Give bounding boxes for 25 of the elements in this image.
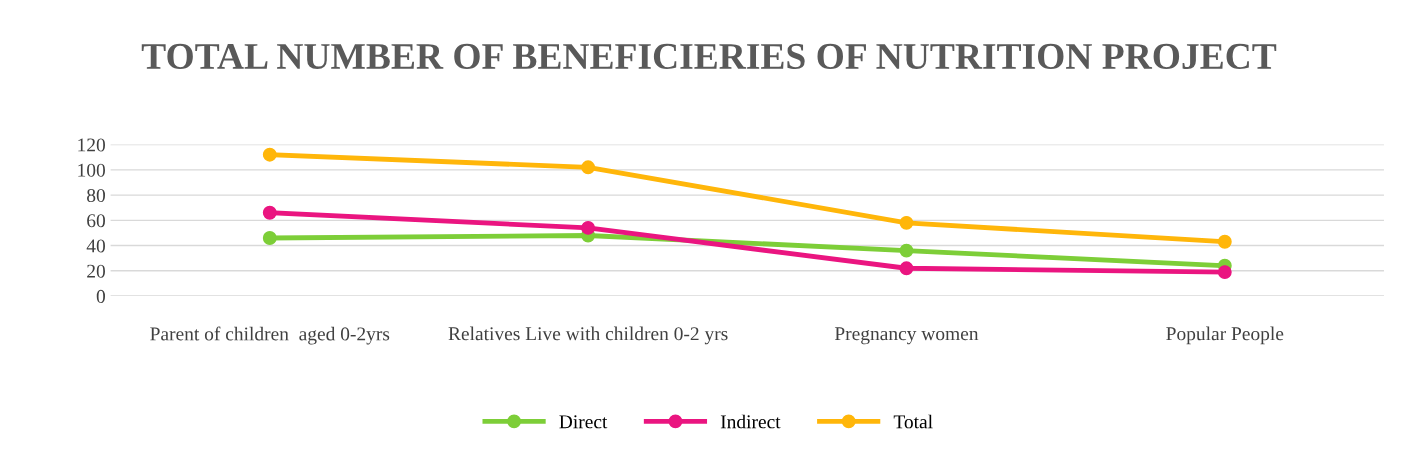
point bbox=[262, 231, 277, 245]
point bbox=[1217, 265, 1232, 280]
x-tick-label: Pregnancy women bbox=[834, 327, 979, 345]
legend-label: Direct bbox=[559, 415, 608, 429]
y-tick-label: 40 bbox=[86, 239, 105, 253]
y-tick-label: 0 bbox=[96, 289, 105, 303]
x-tick-label: Popular People bbox=[1166, 326, 1284, 345]
point bbox=[899, 243, 914, 258]
point bbox=[899, 215, 914, 230]
point bbox=[1217, 234, 1232, 249]
legend-label: Total bbox=[893, 414, 933, 429]
point bbox=[262, 205, 277, 220]
y-tick-label: 20 bbox=[87, 264, 105, 278]
x-tick-label: Parent of children aged 0-2yrs bbox=[150, 326, 390, 345]
chart-title: TOTAL NUMBER OF BENEFICIERIES OF NUTRITION PROJECT bbox=[141, 43, 1277, 70]
point bbox=[262, 147, 277, 162]
x-tick-label: Relatives Live with children 0-2 yrs bbox=[448, 326, 728, 345]
y-tick-label: 60 bbox=[87, 214, 105, 228]
y-tick-label: 80 bbox=[87, 188, 105, 203]
legend-label: Indirect bbox=[720, 414, 781, 429]
y-tick-label: 120 bbox=[78, 138, 105, 152]
point bbox=[581, 160, 596, 175]
point bbox=[581, 220, 596, 235]
point bbox=[899, 261, 914, 276]
y-tick-label: 100 bbox=[78, 163, 105, 177]
